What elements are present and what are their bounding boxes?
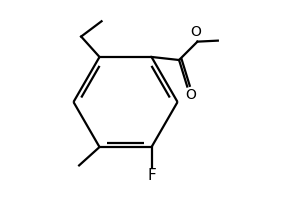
Text: O: O — [190, 25, 201, 39]
Text: F: F — [147, 169, 156, 183]
Text: O: O — [185, 88, 196, 102]
